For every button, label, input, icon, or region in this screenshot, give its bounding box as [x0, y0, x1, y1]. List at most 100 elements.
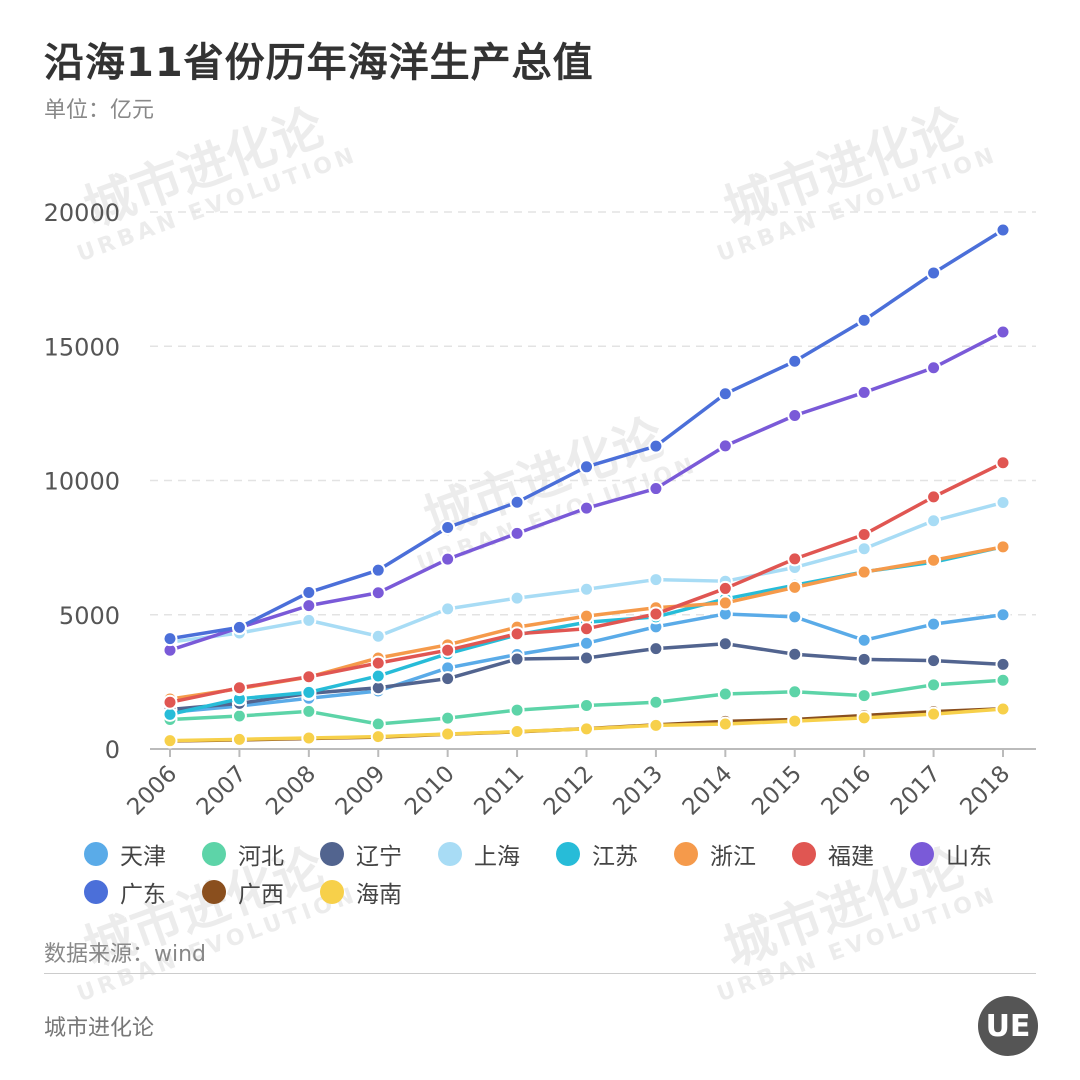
divider	[44, 973, 1036, 974]
data-point	[926, 706, 942, 722]
legend-label: 海南	[356, 882, 402, 908]
data-point	[995, 539, 1011, 555]
legend-label: 广东	[120, 882, 166, 908]
legend-label: 山东	[946, 844, 992, 870]
data-point	[926, 513, 942, 529]
data-point	[440, 710, 456, 726]
data-point	[509, 590, 525, 606]
data-point	[648, 641, 664, 657]
y-tick-label: 5000	[59, 602, 120, 630]
data-point	[579, 459, 594, 475]
data-point	[717, 636, 733, 652]
line-chart: 0 5000 10000 15000 20000 2006 2007 2008 2009 2010…	[44, 199, 1036, 821]
legend-label: 江苏	[592, 844, 638, 870]
data-point	[440, 601, 456, 617]
data-point	[926, 265, 942, 281]
legend-item: 广西	[202, 878, 320, 908]
legend-label: 上海	[474, 844, 520, 870]
data-point	[926, 677, 942, 693]
data-point	[787, 713, 803, 729]
data-point	[301, 598, 317, 614]
x-tick-label: 2011	[470, 761, 530, 821]
data-point	[648, 694, 664, 710]
data-point	[301, 703, 317, 719]
data-point	[440, 519, 456, 535]
data-point	[995, 672, 1011, 688]
data-point	[579, 698, 594, 714]
data-point	[440, 671, 456, 687]
series-海南	[162, 701, 1011, 749]
source-note: 数据来源：wind	[44, 942, 207, 967]
data-point	[856, 384, 872, 400]
x-tick-label: 2006	[122, 761, 182, 821]
data-point	[231, 731, 247, 747]
data-point	[440, 726, 456, 742]
data-point	[440, 642, 456, 658]
data-point	[231, 708, 247, 724]
legend-label: 福建	[828, 844, 874, 870]
data-point	[440, 551, 456, 567]
data-point	[648, 717, 664, 733]
series-line	[169, 330, 1004, 652]
data-point	[579, 608, 594, 624]
data-point	[509, 724, 525, 740]
legend-item: 山东	[910, 840, 1028, 870]
legend-swatch	[320, 880, 344, 904]
legend-item: 广东	[84, 878, 202, 908]
legend-item: 江苏	[556, 840, 674, 870]
data-point	[717, 580, 733, 596]
data-point	[856, 564, 872, 580]
data-point	[162, 631, 178, 647]
data-point	[648, 606, 664, 622]
x-tick-label: 2010	[400, 761, 460, 821]
data-point	[301, 730, 317, 746]
legend-item: 辽宁	[320, 840, 438, 870]
data-point	[856, 688, 872, 704]
data-point	[579, 721, 594, 737]
data-point	[370, 729, 386, 745]
legend: 天津 河北 辽宁 上海 江苏 浙江 福建 山东广东 广西 海南	[84, 840, 1044, 908]
legend-swatch	[556, 842, 580, 866]
series-福建	[162, 455, 1011, 710]
data-point	[926, 616, 942, 632]
data-point	[579, 621, 594, 637]
legend-item: 福建	[792, 840, 910, 870]
data-point	[995, 455, 1011, 471]
data-point	[509, 626, 525, 642]
series-广东	[162, 222, 1011, 647]
data-point	[717, 438, 733, 454]
logo-icon: UE	[978, 996, 1038, 1056]
data-point	[301, 612, 317, 628]
x-tick-label: 2007	[192, 761, 252, 821]
legend-item: 海南	[320, 878, 438, 908]
data-point	[509, 702, 525, 718]
x-tick-label: 2008	[261, 761, 321, 821]
data-point	[370, 585, 386, 601]
legend-swatch	[84, 842, 108, 866]
legend-swatch	[438, 842, 462, 866]
legend-swatch	[674, 842, 698, 866]
chart-title: 沿海11省份历年海洋生产总值	[44, 40, 594, 86]
y-tick-label: 0	[105, 736, 120, 764]
legend-item: 上海	[438, 840, 556, 870]
data-point	[648, 481, 664, 497]
data-point	[787, 408, 803, 424]
legend-swatch	[84, 880, 108, 904]
data-point	[856, 632, 872, 648]
data-point	[995, 701, 1011, 717]
x-tick-label: 2018	[955, 761, 1015, 821]
data-point	[370, 668, 386, 684]
legend-label: 天津	[120, 844, 166, 870]
data-point	[995, 495, 1011, 511]
legend-label: 辽宁	[356, 844, 402, 870]
data-point	[856, 312, 872, 328]
data-point	[787, 609, 803, 625]
data-point	[787, 551, 803, 567]
data-point	[995, 222, 1011, 238]
legend-swatch	[910, 842, 934, 866]
data-point	[787, 646, 803, 662]
data-point	[370, 562, 386, 578]
legend-label: 浙江	[710, 844, 756, 870]
data-point	[787, 579, 803, 595]
legend-item: 河北	[202, 840, 320, 870]
